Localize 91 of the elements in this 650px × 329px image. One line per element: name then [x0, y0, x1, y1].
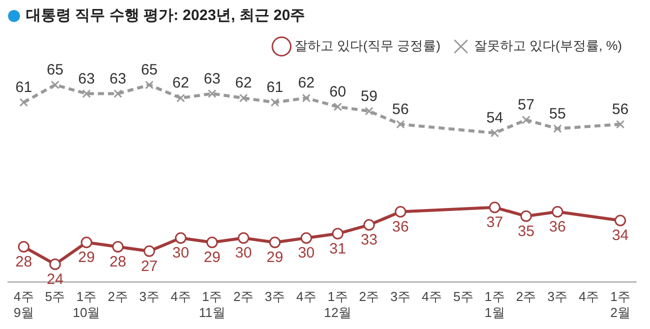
point	[553, 124, 562, 133]
point	[174, 232, 186, 244]
data-label: 55	[549, 105, 566, 122]
point	[269, 236, 281, 248]
point	[552, 206, 564, 218]
data-label: 63	[110, 70, 126, 88]
data-label: 34	[612, 227, 629, 244]
data-label: 36	[392, 218, 409, 236]
data-label: 63	[78, 70, 95, 88]
data-label: 36	[549, 218, 566, 236]
data-label: 30	[298, 244, 315, 262]
data-label: 57	[518, 96, 534, 114]
point	[208, 89, 216, 98]
point	[364, 106, 374, 116]
x-tick-label: 1주 1월	[484, 289, 505, 320]
data-label: 59	[360, 88, 378, 105]
point	[239, 94, 248, 102]
x-tick-label: 3주	[390, 289, 411, 304]
x-tick-label: 3주	[547, 289, 568, 304]
x-tick-label: 1주 2월	[610, 289, 630, 320]
data-label: 28	[15, 253, 32, 270]
point	[238, 232, 250, 244]
x-tick-label: 2주	[516, 289, 536, 304]
data-label: 28	[110, 253, 126, 270]
point	[488, 202, 500, 214]
point	[396, 120, 405, 129]
x-tick-label: 1주 11월	[198, 289, 226, 320]
x-tick-label: 2주	[233, 289, 254, 304]
x-tick-label: 1주 10월	[72, 289, 100, 320]
point	[144, 245, 156, 257]
data-label: 35	[518, 222, 534, 240]
data-label: 24	[46, 270, 64, 288]
point	[112, 241, 124, 253]
data-label: 27	[140, 258, 158, 275]
data-label: 61	[15, 79, 32, 96]
x-tick-label: 4주	[578, 289, 600, 304]
point	[206, 236, 218, 248]
x-tick-label: 3주	[139, 289, 160, 304]
point	[82, 89, 91, 98]
data-label: 33	[360, 232, 378, 249]
point	[394, 206, 406, 218]
point	[363, 219, 375, 231]
data-label: 65	[46, 62, 64, 79]
point	[270, 98, 280, 107]
point	[333, 102, 342, 112]
data-label: 29	[78, 249, 95, 266]
data-label: 56	[392, 100, 409, 118]
x-tick-label: 4주	[170, 289, 191, 304]
data-label: 31	[329, 240, 346, 258]
point	[300, 232, 312, 244]
data-label: 37	[486, 214, 504, 232]
data-label: 29	[204, 249, 220, 266]
point	[332, 228, 344, 240]
data-label: 54	[486, 110, 504, 127]
point	[176, 94, 185, 102]
x-tick-label: 5주	[453, 289, 474, 304]
data-label: 63	[204, 70, 220, 88]
x-tick-label: 5주	[44, 289, 66, 304]
point	[614, 214, 626, 226]
data-label: 30	[235, 244, 252, 262]
point	[522, 116, 530, 124]
point	[19, 98, 28, 107]
x-tick-label: 2주	[358, 289, 380, 304]
x-tick-label: 3주	[264, 289, 286, 304]
point	[302, 94, 311, 102]
chart-title: 대통령 직무 수행 평가: 2023년, 최근 20주	[26, 6, 306, 25]
x-tick-label: 4주	[422, 289, 442, 304]
data-label: 62	[235, 74, 252, 92]
data-label: 30	[172, 244, 190, 262]
data-label: 65	[140, 62, 158, 79]
data-label: 62	[298, 74, 315, 92]
data-label: 61	[266, 79, 284, 96]
x-tick-label: 4주 9월	[14, 289, 34, 320]
point	[490, 128, 499, 138]
data-label: 29	[266, 249, 284, 266]
point	[145, 80, 154, 90]
point	[80, 236, 92, 248]
legend-label: 잘못하고 있다(부정률, %)	[474, 38, 622, 54]
data-label: 62	[172, 74, 190, 92]
data-label: 60	[329, 83, 346, 100]
point	[520, 210, 532, 222]
point	[50, 80, 60, 90]
point	[49, 258, 61, 270]
point	[114, 89, 122, 98]
point	[18, 241, 30, 253]
data-label: 56	[612, 100, 629, 118]
legend-label: 잘하고 있다(직무 긍정률)	[294, 38, 440, 54]
x-tick-label: 2주	[108, 289, 128, 304]
x-tick-label: 1주 12월	[324, 289, 352, 320]
x-tick-label: 4주	[296, 289, 316, 304]
point	[616, 120, 625, 129]
